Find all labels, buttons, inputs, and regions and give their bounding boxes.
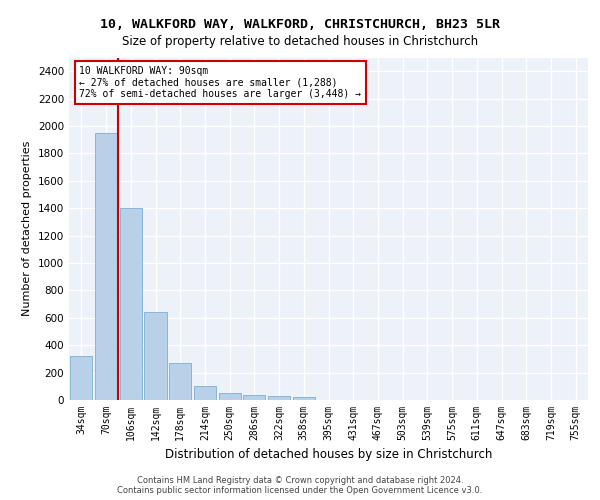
Bar <box>70 356 92 400</box>
Bar <box>218 394 241 400</box>
Text: Contains HM Land Registry data © Crown copyright and database right 2024.: Contains HM Land Registry data © Crown c… <box>137 476 463 485</box>
X-axis label: Distribution of detached houses by size in Christchurch: Distribution of detached houses by size … <box>165 448 492 462</box>
Text: Size of property relative to detached houses in Christchurch: Size of property relative to detached ho… <box>122 35 478 48</box>
Bar <box>243 395 265 400</box>
Bar <box>145 312 167 400</box>
Text: 10 WALKFORD WAY: 90sqm
← 27% of detached houses are smaller (1,288)
72% of semi-: 10 WALKFORD WAY: 90sqm ← 27% of detached… <box>79 66 361 100</box>
Bar <box>268 396 290 400</box>
Bar <box>194 386 216 400</box>
Text: 10, WALKFORD WAY, WALKFORD, CHRISTCHURCH, BH23 5LR: 10, WALKFORD WAY, WALKFORD, CHRISTCHURCH… <box>100 18 500 30</box>
Bar <box>169 363 191 400</box>
Bar <box>119 208 142 400</box>
Y-axis label: Number of detached properties: Number of detached properties <box>22 141 32 316</box>
Bar <box>293 398 315 400</box>
Text: Contains public sector information licensed under the Open Government Licence v3: Contains public sector information licen… <box>118 486 482 495</box>
Bar <box>95 133 117 400</box>
